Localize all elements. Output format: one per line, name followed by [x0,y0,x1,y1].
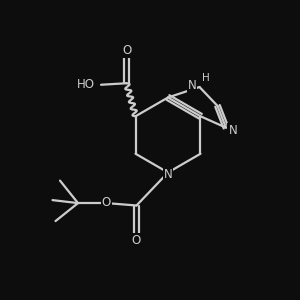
Text: O: O [132,233,141,247]
Text: O: O [122,44,131,57]
Text: O: O [102,196,111,209]
Text: H: H [202,74,209,83]
Text: N: N [164,167,172,181]
Text: HO: HO [76,78,94,91]
Text: N: N [188,79,197,92]
Text: N: N [228,124,237,136]
